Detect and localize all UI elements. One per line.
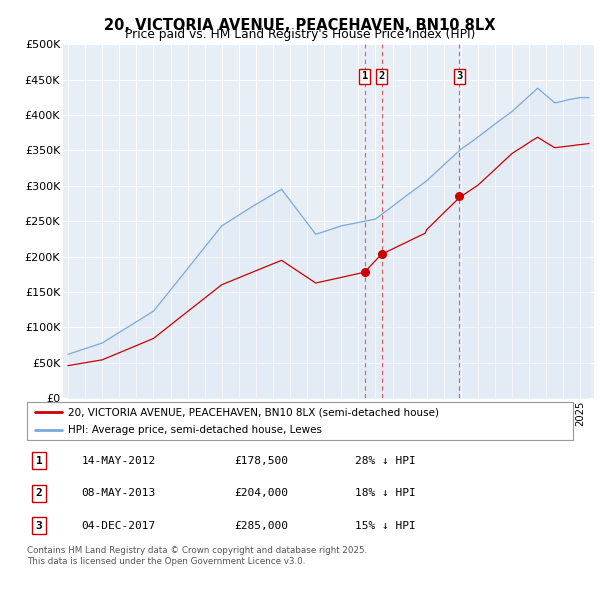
- Text: £285,000: £285,000: [235, 521, 289, 531]
- FancyBboxPatch shape: [27, 402, 573, 440]
- Text: 3: 3: [457, 71, 463, 81]
- Text: 28% ↓ HPI: 28% ↓ HPI: [355, 455, 415, 466]
- Text: 08-MAY-2013: 08-MAY-2013: [82, 489, 156, 498]
- Text: 04-DEC-2017: 04-DEC-2017: [82, 521, 156, 531]
- Text: £204,000: £204,000: [235, 489, 289, 498]
- Text: 18% ↓ HPI: 18% ↓ HPI: [355, 489, 415, 498]
- Text: HPI: Average price, semi-detached house, Lewes: HPI: Average price, semi-detached house,…: [68, 425, 322, 435]
- Text: 3: 3: [35, 521, 43, 531]
- Text: 15% ↓ HPI: 15% ↓ HPI: [355, 521, 415, 531]
- Text: 14-MAY-2012: 14-MAY-2012: [82, 455, 156, 466]
- Text: £178,500: £178,500: [235, 455, 289, 466]
- Text: Contains HM Land Registry data © Crown copyright and database right 2025.
This d: Contains HM Land Registry data © Crown c…: [27, 546, 367, 566]
- Text: 1: 1: [35, 455, 43, 466]
- Text: 2: 2: [379, 71, 385, 81]
- Text: Price paid vs. HM Land Registry's House Price Index (HPI): Price paid vs. HM Land Registry's House …: [125, 28, 475, 41]
- Text: 2: 2: [35, 489, 43, 498]
- Text: 1: 1: [362, 71, 368, 81]
- Text: 20, VICTORIA AVENUE, PEACEHAVEN, BN10 8LX (semi-detached house): 20, VICTORIA AVENUE, PEACEHAVEN, BN10 8L…: [68, 408, 439, 417]
- Text: 20, VICTORIA AVENUE, PEACEHAVEN, BN10 8LX: 20, VICTORIA AVENUE, PEACEHAVEN, BN10 8L…: [104, 18, 496, 32]
